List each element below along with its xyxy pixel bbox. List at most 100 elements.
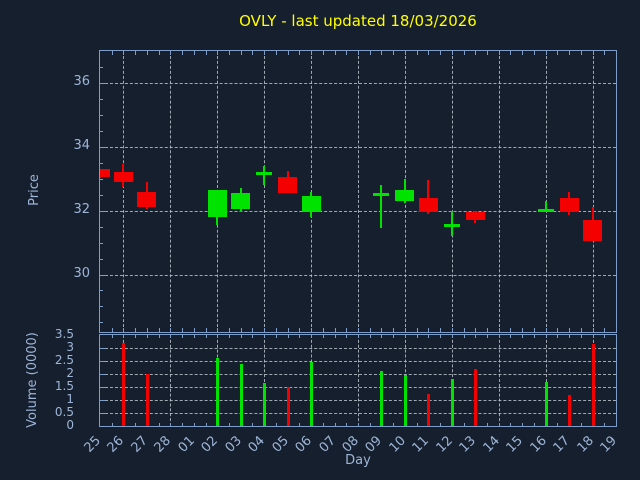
axis-tick xyxy=(123,335,125,338)
axis-tick xyxy=(252,51,254,55)
day-gridline xyxy=(451,51,453,332)
candle-doji-day-09 xyxy=(373,193,390,197)
axis-tick xyxy=(322,328,324,332)
candle-body-day-17 xyxy=(559,197,579,213)
axis-tick xyxy=(146,335,148,338)
axis-tick xyxy=(100,374,105,375)
axis-tick xyxy=(463,51,465,55)
day-gridline xyxy=(170,51,172,332)
day-gridline xyxy=(264,335,266,426)
axis-tick xyxy=(381,328,383,332)
axis-tick xyxy=(287,51,289,55)
axis-tick xyxy=(557,423,559,426)
day-gridline xyxy=(358,335,359,426)
axis-tick xyxy=(533,51,535,55)
day-axis-label: Day xyxy=(345,453,371,468)
chart-title: OVLY - last updated 18/03/2026 xyxy=(239,12,477,30)
volume-bar-day-11 xyxy=(427,393,431,426)
axis-tick xyxy=(604,328,606,332)
axis-tick xyxy=(229,423,230,426)
volume-bar-day-03 xyxy=(239,363,243,426)
volume-bar-day-10 xyxy=(403,375,407,426)
price-axis-label: Price xyxy=(27,174,42,206)
axis-tick xyxy=(299,51,301,55)
axis-tick xyxy=(381,51,383,55)
candle-wick-day-12 xyxy=(450,210,453,237)
volume-bar-day-04 xyxy=(263,383,267,426)
axis-tick xyxy=(123,51,125,55)
volume-tick-label: 1.5 xyxy=(54,379,74,393)
axis-tick xyxy=(240,335,242,338)
axis-tick xyxy=(522,423,524,426)
axis-tick xyxy=(346,335,348,338)
axis-tick xyxy=(100,322,103,324)
volume-gridline xyxy=(100,361,616,362)
axis-tick xyxy=(358,51,359,55)
axis-tick xyxy=(100,400,105,401)
axis-tick xyxy=(240,328,242,332)
axis-tick xyxy=(287,328,289,332)
axis-tick xyxy=(498,51,500,55)
axis-tick xyxy=(299,423,301,426)
axis-tick xyxy=(487,328,488,332)
day-gridline xyxy=(170,335,172,426)
volume-bar-day-13 xyxy=(474,368,478,426)
axis-tick xyxy=(170,423,172,426)
axis-tick xyxy=(510,335,512,338)
axis-tick xyxy=(146,328,148,332)
axis-tick xyxy=(100,258,103,260)
day-gridline xyxy=(498,335,500,426)
axis-tick xyxy=(498,328,500,332)
axis-tick xyxy=(135,335,137,338)
axis-tick xyxy=(158,328,160,332)
volume-bar-day-26 xyxy=(122,342,126,426)
axis-tick xyxy=(100,210,106,212)
axis-tick xyxy=(205,51,207,55)
axis-tick xyxy=(487,423,488,426)
day-gridline xyxy=(498,51,500,332)
axis-tick xyxy=(252,328,254,332)
axis-tick xyxy=(100,274,106,276)
axis-tick xyxy=(604,51,606,55)
axis-tick xyxy=(100,66,103,68)
day-gridline xyxy=(264,51,266,332)
axis-tick xyxy=(205,328,207,332)
day-gridline xyxy=(123,51,125,332)
axis-tick xyxy=(475,335,477,338)
axis-tick xyxy=(111,51,113,55)
axis-tick xyxy=(334,423,336,426)
axis-tick xyxy=(182,51,184,55)
axis-tick xyxy=(498,335,500,338)
volume-gridline xyxy=(100,400,616,401)
axis-tick xyxy=(393,423,395,426)
axis-tick xyxy=(475,51,477,55)
axis-tick xyxy=(358,328,359,332)
candle-body-day-26 xyxy=(113,172,133,182)
axis-tick xyxy=(580,335,582,338)
axis-tick xyxy=(580,328,582,332)
candle-wick-day-04 xyxy=(263,165,266,186)
axis-tick xyxy=(580,51,582,55)
axis-tick xyxy=(393,328,395,332)
candle-body-day-27 xyxy=(137,191,157,208)
axis-tick xyxy=(100,82,106,84)
candle-wick-day-09 xyxy=(380,185,383,229)
axis-tick xyxy=(334,328,336,332)
axis-tick xyxy=(182,335,184,338)
volume-gridline xyxy=(100,374,616,375)
axis-tick xyxy=(533,335,535,338)
axis-tick xyxy=(123,328,125,332)
axis-tick xyxy=(440,423,442,426)
axis-tick xyxy=(193,328,195,332)
axis-tick xyxy=(275,335,277,338)
axis-tick xyxy=(404,51,406,55)
axis-tick xyxy=(369,328,371,332)
axis-tick xyxy=(100,361,105,362)
axis-tick xyxy=(369,51,371,55)
axis-tick xyxy=(463,423,465,426)
axis-tick xyxy=(100,290,103,292)
candle-body-day-02 xyxy=(207,189,227,218)
axis-tick xyxy=(135,328,137,332)
axis-tick xyxy=(170,51,172,55)
volume-bar-day-05 xyxy=(286,387,290,426)
